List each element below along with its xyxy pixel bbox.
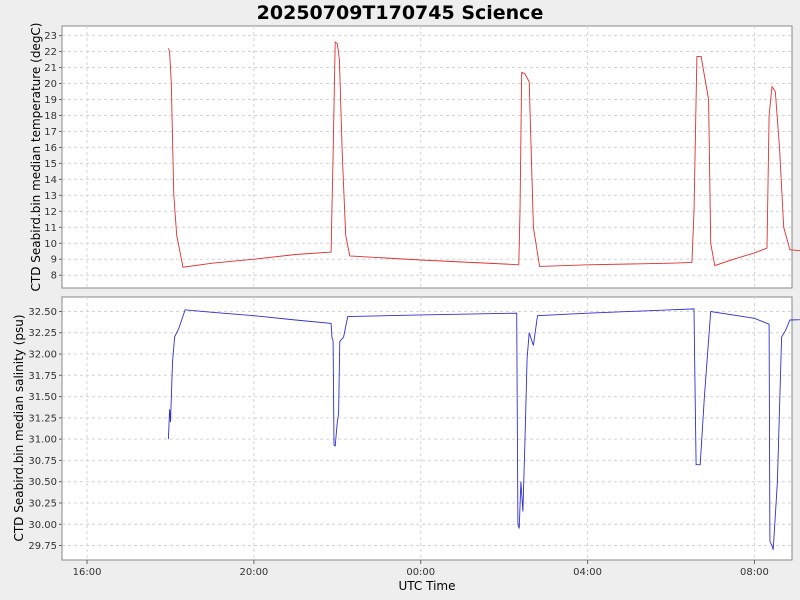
temperature-y-tick-label: 18 (44, 111, 57, 122)
temperature-panel: 8 9 10 11 12 13 14 15 16 17 18 19 20 21 22 23 CTD Seabi… (29, 23, 800, 292)
salinity-grid (62, 297, 792, 560)
temperature-y-axis: 8 9 10 11 12 13 14 15 16 17 18 19 20 21 22 23 (44, 31, 62, 282)
temperature-plot-area (61, 25, 793, 289)
salinity-y-tick-label: 32.50 (28, 307, 57, 318)
x-tick-label: 00:00 (406, 567, 435, 578)
salinity-y-tick-label: 29.75 (28, 541, 57, 552)
salinity-series (167, 308, 800, 550)
temperature-y-tick-label: 20 (44, 79, 57, 90)
chart-title: 20250709T170745 Science (257, 2, 544, 24)
salinity-y-axis: 29.75 30.00 30.25 30.50 30.75 31.00 31.25 31.50… (28, 307, 62, 552)
temperature-y-tick-label: 10 (44, 239, 57, 250)
temperature-series (167, 41, 800, 268)
x-axis-label: UTC Time (399, 579, 456, 593)
temperature-y-tick-label: 22 (44, 47, 57, 58)
salinity-plot-area (61, 296, 793, 561)
salinity-y-tick-label: 30.25 (28, 498, 57, 509)
temperature-y-tick-label: 9 (51, 255, 57, 266)
temperature-y-tick-label: 8 (51, 271, 57, 282)
salinity-y-tick-label: 31.00 (28, 435, 57, 446)
x-tick-label: 04:00 (573, 567, 602, 578)
salinity-y-tick-label: 32.00 (28, 350, 57, 361)
temperature-y-tick-label: 14 (44, 175, 57, 186)
temperature-y-tick-label: 23 (44, 31, 57, 42)
temperature-y-tick-label: 11 (44, 223, 57, 234)
temperature-y-tick-label: 21 (44, 63, 57, 74)
salinity-y-tick-label: 31.25 (28, 413, 57, 424)
salinity-y-tick-label: 31.50 (28, 392, 57, 403)
x-tick-label: 16:00 (73, 567, 102, 578)
temperature-y-tick-label: 16 (44, 143, 57, 154)
salinity-y-tick-label: 30.00 (28, 520, 57, 531)
temperature-grid (62, 26, 792, 288)
temperature-axis-label: CTD Seabird.bin median temperature (degC… (29, 23, 43, 292)
salinity-y-tick-label: 31.75 (28, 371, 57, 382)
temperature-series-line (167, 41, 800, 268)
salinity-axis-label: CTD Seabird.bin median salinity (psu) (12, 314, 26, 541)
x-tick-label: 20:00 (239, 567, 268, 578)
x-tick-label: 08:00 (740, 567, 769, 578)
salinity-y-tick-label: 30.75 (28, 456, 57, 467)
salinity-panel: 29.75 30.00 30.25 30.50 30.75 31.00 31.25 31.50… (12, 296, 800, 561)
temperature-y-tick-label: 12 (44, 207, 57, 218)
temperature-y-tick-label: 17 (44, 127, 57, 138)
temperature-y-tick-label: 15 (44, 159, 57, 170)
temperature-y-tick-label: 13 (44, 191, 57, 202)
time-axis: 16:00 20:00 00:00 04:00 08:00 (73, 560, 769, 578)
salinity-y-tick-label: 30.50 (28, 477, 57, 488)
salinity-y-tick-label: 32.25 (28, 328, 57, 339)
salinity-series-line (167, 308, 800, 550)
temperature-y-tick-label: 19 (44, 95, 57, 106)
